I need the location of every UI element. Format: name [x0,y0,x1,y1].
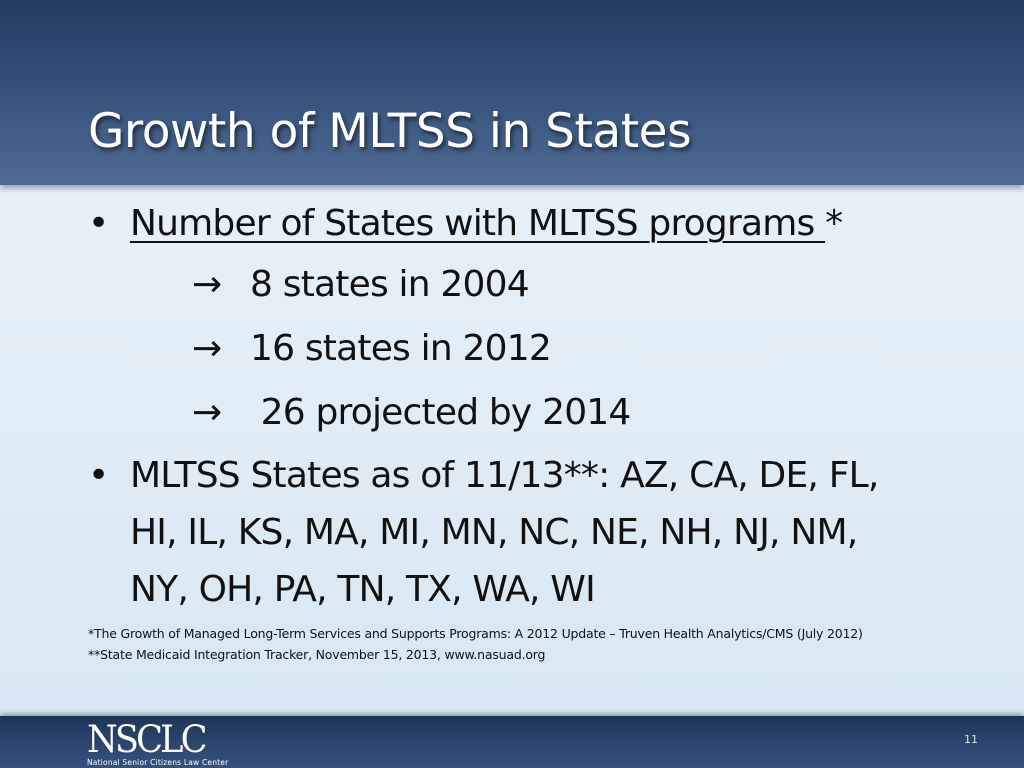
sub-item: → 8 states in 2004 [88,253,988,317]
sub-item-text: 16 states in 2012 [250,328,552,369]
footer-band [0,716,1024,768]
footnotes: *The Growth of Managed Long-Term Service… [88,623,988,665]
bullet-glyph: • [88,203,109,244]
arrow-icon: → [192,264,222,305]
sub-item-text: 8 states in 2004 [250,264,530,305]
sub-item: → 26 projected by 2014 [88,381,988,445]
page-number: 11 [964,733,978,746]
slide-content: • Number of States with MLTSS programs *… [88,195,988,618]
arrow-icon: → [192,392,222,433]
bullet-text-line: HI, IL, KS, MA, MI, MN, NC, NE, NH, NJ, … [130,512,858,553]
footnote: *The Growth of Managed Long-Term Service… [88,626,863,641]
nsclc-logo: NSCLC National Senior Citizens Law Cente… [87,720,228,767]
sub-item: → 16 states in 2012 [88,317,988,381]
logo-mark: NSCLC [87,718,208,761]
sub-item-text: 26 projected by 2014 [250,392,632,433]
footnote: **State Medicaid Integration Tracker, No… [88,647,546,662]
bullet-item: • MLTSS States as of 11/13**: AZ, CA, DE… [88,447,988,618]
bullet-text-line: MLTSS States as of 11/13**: AZ, CA, DE, … [130,455,879,496]
title-band [0,0,1024,185]
bullet-item: • Number of States with MLTSS programs * [88,195,988,253]
bullet-text-underlined: Number of States with MLTSS programs [130,203,826,244]
arrow-icon: → [192,328,222,369]
slide-title: Growth of MLTSS in States [88,104,692,159]
bullet-glyph: • [88,455,109,496]
bullet-text-line: NY, OH, PA, TN, TX, WA, WI [130,569,596,610]
logo-subtitle: National Senior Citizens Law Center [87,758,229,767]
footnote-marker: * [825,203,843,244]
